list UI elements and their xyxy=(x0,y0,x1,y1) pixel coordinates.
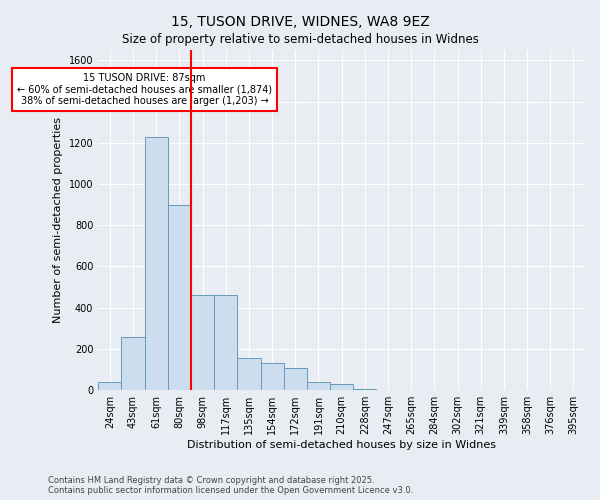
Bar xyxy=(191,296,214,390)
Bar xyxy=(145,136,168,390)
Y-axis label: Number of semi-detached properties: Number of semi-detached properties xyxy=(53,117,63,323)
Bar xyxy=(214,296,238,390)
Bar xyxy=(168,204,191,390)
Bar xyxy=(121,336,145,390)
Text: Size of property relative to semi-detached houses in Widnes: Size of property relative to semi-detach… xyxy=(122,32,478,46)
Bar xyxy=(260,364,284,390)
X-axis label: Distribution of semi-detached houses by size in Widnes: Distribution of semi-detached houses by … xyxy=(187,440,496,450)
Bar xyxy=(353,388,376,390)
Text: Contains HM Land Registry data © Crown copyright and database right 2025.
Contai: Contains HM Land Registry data © Crown c… xyxy=(48,476,413,495)
Bar xyxy=(238,358,260,390)
Bar xyxy=(307,382,330,390)
Bar xyxy=(284,368,307,390)
Text: 15 TUSON DRIVE: 87sqm
← 60% of semi-detached houses are smaller (1,874)
38% of s: 15 TUSON DRIVE: 87sqm ← 60% of semi-deta… xyxy=(17,72,272,106)
Bar xyxy=(98,382,121,390)
Bar xyxy=(330,384,353,390)
Text: 15, TUSON DRIVE, WIDNES, WA8 9EZ: 15, TUSON DRIVE, WIDNES, WA8 9EZ xyxy=(170,15,430,29)
